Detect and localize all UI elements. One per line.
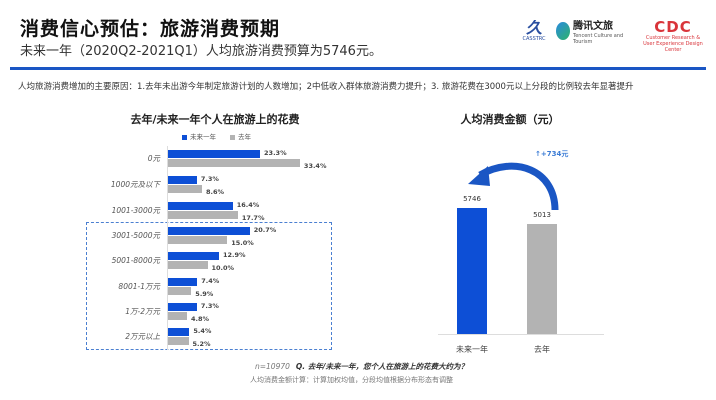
category-label: 1万-2万元: [125, 307, 160, 316]
bar-last-year: [168, 185, 202, 193]
legend-item-last-year: 去年: [230, 131, 251, 141]
bar-value-label: 7.4%: [201, 277, 220, 285]
category-label: 0元: [147, 154, 160, 163]
bar-value-label: 10.0%: [211, 264, 235, 272]
bar-next-year: [168, 252, 219, 260]
cdc-logo: CDC Customer Research & User Experience …: [643, 20, 703, 53]
bar-last-year: [168, 236, 228, 244]
bar-next-year: [168, 202, 233, 210]
bar-value-label: 16.4%: [236, 201, 260, 209]
bar-value-label: 7.3%: [200, 175, 219, 183]
bar-last-year: [168, 211, 238, 219]
bar-value-label: 15.0%: [231, 239, 254, 247]
legend-item-future: 未来一年: [182, 131, 216, 141]
bar-value-label: 8.6%: [205, 188, 224, 196]
bar-value-label: 7.3%: [200, 302, 219, 310]
category-label: 1000元及以下: [110, 180, 160, 189]
category-label: 去年: [534, 345, 550, 354]
bar-value-label: 12.9%: [222, 251, 246, 259]
bar-next-year: [168, 227, 250, 235]
category-label: 8001-1万元: [118, 282, 160, 291]
bar-value-label: 5013: [533, 211, 551, 220]
bar-next-year: [168, 303, 197, 311]
increase-annotation: ↑+734元: [535, 150, 569, 158]
highlight-box: [86, 222, 332, 350]
footnote-question: n=10970 Q. 去年/未来一年，您个人在旅游上的花费大约为？: [255, 362, 468, 371]
header-divider: [10, 67, 706, 70]
casstrc-logo: 久 CASSTRC: [516, 20, 552, 42]
bar-value-label: 5.9%: [195, 290, 214, 298]
bar-last-year: [168, 312, 187, 320]
bar-next-year: [168, 328, 190, 336]
casstrc-glyph-icon: 久: [525, 20, 542, 37]
category-label: 5001-8000元: [111, 256, 160, 265]
bar-next-year: [168, 278, 198, 286]
bar-last-year: [168, 159, 300, 167]
category-label: 3001-5000元: [111, 231, 160, 240]
bar-next-year: [168, 176, 197, 184]
bar-value-label: 5.4%: [193, 327, 212, 335]
right-chart-title: 人均消费金额（元）: [460, 113, 560, 126]
tencent-culture-logo: 腾讯文旅 Tencent Culture and Tourism: [556, 20, 634, 45]
page-title: 消费信心预估：旅游消费预期: [20, 18, 281, 40]
category-label: 2万元以上: [125, 332, 160, 341]
reason-text: 人均旅游消费增加的主要原因：1.去年未出游今年制定旅游计划的人数增加；2中低收入…: [18, 82, 634, 92]
legend-swatch-gray: [230, 134, 235, 140]
y-axis-line: [167, 146, 168, 350]
bar-next-year: [457, 208, 487, 334]
bar-last-year: [168, 261, 208, 269]
bar-last-year: [168, 287, 192, 295]
bar-value-label: 17.7%: [241, 214, 265, 222]
page-subtitle: 未来一年（2020Q2-2021Q1）人均旅游消费预算为5746元。: [20, 44, 382, 59]
bar-value-label: 33.4%: [303, 162, 327, 170]
baseline: [438, 334, 604, 335]
bar-last-year: [527, 224, 557, 334]
bar-last-year: [168, 337, 189, 345]
bar-value-label: 5.2%: [192, 340, 211, 348]
category-label: 1001-3000元: [111, 206, 160, 215]
footnote-note: 人均消费金额计算：计算加权均值，分段均值根据分布形态有调整: [250, 376, 453, 384]
legend-swatch-blue: [182, 134, 187, 140]
bar-value-label: 4.8%: [190, 315, 209, 323]
category-label: 未来一年: [456, 345, 488, 354]
bar-value-label: 20.7%: [253, 226, 277, 234]
tencent-culture-icon: [556, 22, 570, 40]
left-chart-title: 去年/未来一年个人在旅游上的花费: [130, 113, 300, 126]
legend: 未来一年 去年: [182, 131, 251, 141]
bar-next-year: [168, 150, 261, 158]
increase-arrow-icon: [468, 162, 559, 211]
bar-value-label: 5746: [463, 195, 481, 203]
bar-value-label: 23.3%: [264, 149, 287, 157]
